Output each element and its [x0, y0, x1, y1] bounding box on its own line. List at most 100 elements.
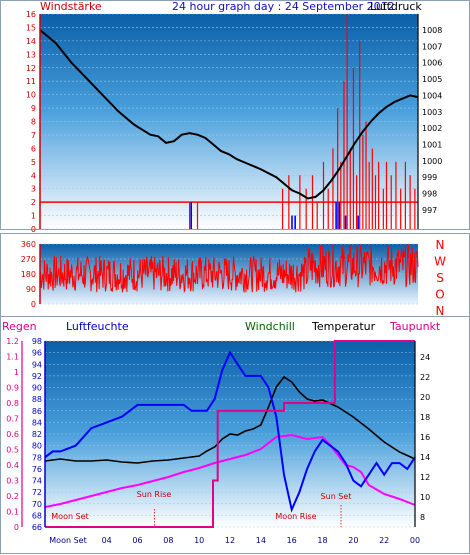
gust-series: [190, 202, 359, 229]
humidity-tick-label: 96: [32, 349, 42, 358]
humidity-tick-label: 94: [32, 360, 42, 369]
pressure-tick-label: 1007: [422, 42, 442, 51]
bottom-x-tick-label: 16: [287, 536, 297, 545]
humidity-tick-label: 98: [32, 337, 42, 346]
temperature-tick-label: 12: [420, 473, 430, 482]
bottom-x-tick-label: 00: [410, 536, 420, 545]
bottom-x-tick-label: 20: [348, 536, 358, 545]
rain-tick-labels: 1.2 1.1 1 0.9 0.8 0.7 0.6 0.5 0.4 0.3 0.2 0.1 0: [6, 337, 19, 532]
top-grid: [40, 13, 418, 230]
humidity-tick-label: 82: [32, 430, 42, 439]
humidity-tick-label: 76: [32, 465, 42, 474]
pressure-axis-label: Luftdruck: [370, 0, 422, 13]
bottom-x-tick-label: 08: [163, 536, 173, 545]
wind-direction-line: [39, 243, 419, 294]
humidity-tick-label: 74: [32, 477, 42, 486]
humidity-tick-label: 84: [32, 418, 42, 427]
temperature-tick-labels: 24 22 20 18 16 14 12 10 8: [420, 353, 430, 522]
direction-tick-label: 270: [21, 255, 36, 264]
compass-label: S: [436, 271, 444, 285]
sun-set-label: Sun Set: [321, 492, 352, 501]
pressure-tick-label: 1006: [422, 59, 442, 68]
top-right-tick-labels: 1008 1007 1006 1005 1004 1003 1002 1001 1000 999 9…: [422, 26, 442, 215]
pressure-tick-label: 1003: [422, 108, 442, 117]
pressure-tick-label: 1004: [422, 91, 442, 100]
bottom-x-tick-label: 12: [225, 536, 235, 545]
pressure-tick-label: 1002: [422, 124, 442, 133]
humidity-tick-label: 90: [32, 384, 42, 393]
rain-tick-label: 0.8: [6, 399, 19, 408]
bottom-x-tick-labels: Moon Set 04 06 08 10 12 14 16 18 20 22 00: [49, 536, 420, 545]
bottom-x-tick-label: 10: [194, 536, 204, 545]
wind-tick-label: 15: [26, 23, 36, 32]
luftfeuchte-label: Luftfeuchte: [66, 320, 129, 333]
windchill-label: Windchill: [245, 320, 295, 333]
regen-label: Regen: [2, 320, 37, 333]
temperature-tick-label: 16: [420, 433, 430, 442]
temperature-tick-label: 20: [420, 393, 430, 402]
sun-rise-label: Sun Rise: [137, 490, 172, 499]
direction-tick-label: 360: [21, 240, 36, 249]
wind-tick-label: 11: [26, 77, 36, 86]
moon-set-label: Moon Set: [51, 512, 88, 521]
pressure-tick-label: 1001: [422, 141, 442, 150]
humidity-tick-label: 78: [32, 453, 42, 462]
wind-tick-label: 9: [31, 104, 36, 113]
temperature-tick-label: 18: [420, 413, 430, 422]
wind-tick-label: 0: [31, 225, 36, 234]
rain-tick-label: 0: [14, 523, 19, 532]
bottom-x-tick-label: 18: [317, 536, 327, 545]
wind-tick-label: 3: [31, 185, 36, 194]
rain-tick-label: 0.1: [6, 508, 19, 517]
compass-label: O: [435, 288, 444, 302]
temperature-line: [44, 375, 416, 464]
humidity-tick-label: 72: [32, 488, 42, 497]
wind-tick-label: 16: [26, 10, 36, 19]
humidity-tick-label: 68: [32, 511, 42, 520]
temperature-tick-label: 8: [420, 513, 425, 522]
pressure-line: [39, 29, 419, 200]
rain-tick-label: 0.6: [6, 430, 19, 439]
wind-tick-label: 5: [31, 158, 36, 167]
pressure-tick-label: 1000: [422, 157, 442, 166]
bottom-x-tick-label: 14: [256, 536, 266, 545]
wind-tick-label: 10: [26, 91, 36, 100]
sun-moon-annotations: Moon Set Sun Rise Moon Rise Sun Set: [51, 490, 351, 527]
pressure-tick-label: 1008: [422, 26, 442, 35]
humidity-tick-label: 80: [32, 442, 42, 451]
pressure-tick-label: 998: [422, 190, 437, 199]
wind-tick-label: 1: [31, 212, 36, 221]
pressure-tick-label: 1005: [422, 75, 442, 84]
humidity-tick-label: 88: [32, 395, 42, 404]
pressure-tick-label: 999: [422, 173, 437, 182]
direction-tick-labels: 360 270 180 90 0: [21, 240, 36, 309]
humidity-tick-label: 92: [32, 372, 42, 381]
rain-tick-label: 1.2: [6, 337, 19, 346]
rain-line: [45, 340, 415, 528]
rain-tick-label: 0.4: [6, 461, 19, 470]
rain-tick-label: 0.3: [6, 477, 19, 486]
temperature-tick-label: 24: [420, 353, 430, 362]
moon-rise-label: Moon Rise: [275, 512, 316, 521]
rain-tick-label: 0.5: [6, 446, 19, 455]
compass-label: W: [434, 255, 446, 269]
rain-tick-label: 0.2: [6, 492, 19, 501]
direction-tick-label: 90: [26, 285, 36, 294]
bottom-x-tick-label: 06: [132, 536, 142, 545]
bottom-x-tick-label: 04: [102, 536, 112, 545]
rain-tick-label: 1: [14, 368, 19, 377]
rain-tick-label: 0.7: [6, 415, 19, 424]
temperature-tick-label: 22: [420, 373, 430, 382]
wind-tick-label: 13: [26, 50, 36, 59]
wind-tick-label: 4: [31, 171, 36, 180]
wind-tick-label: 12: [26, 64, 36, 73]
rain-tick-label: 0.9: [6, 384, 19, 393]
wind-axis-label: Windstärke: [40, 0, 102, 13]
humidity-tick-labels: 98 96 94 92 90 88 86 84 82 80 78 76 74 72 70 68 66: [32, 337, 42, 532]
wind-tick-label: 8: [31, 118, 36, 127]
temperature-tick-label: 14: [420, 453, 430, 462]
pressure-tick-label: 997: [422, 206, 437, 215]
